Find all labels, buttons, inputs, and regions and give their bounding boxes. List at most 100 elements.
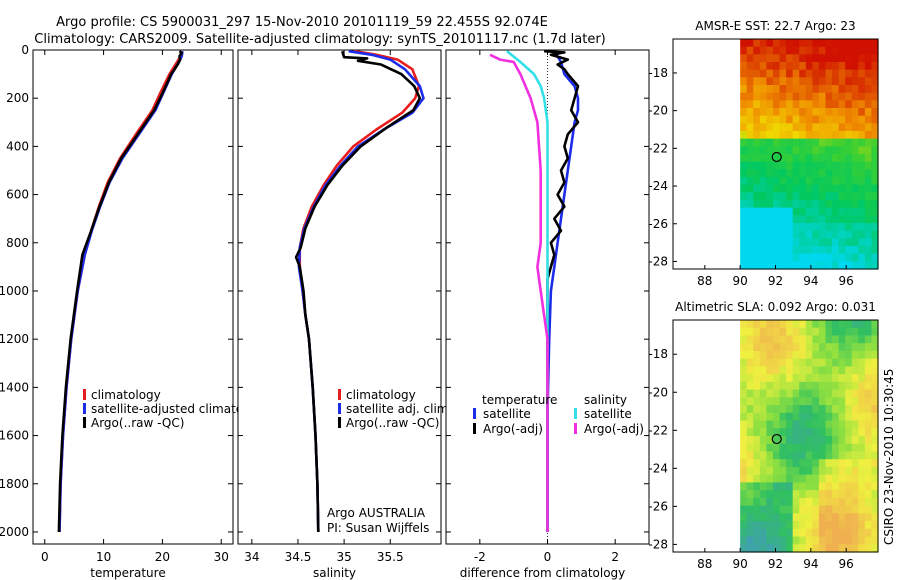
sla-map-ytick-label: -24 bbox=[648, 461, 668, 475]
heat-cell bbox=[779, 230, 787, 239]
heat-cell bbox=[746, 69, 754, 78]
heat-cell bbox=[864, 261, 873, 270]
heat-cell bbox=[851, 366, 859, 375]
heat-cell bbox=[759, 238, 768, 247]
series-temperature-argo-adj- bbox=[544, 50, 580, 532]
heat-cell bbox=[832, 100, 840, 109]
heat-cell bbox=[825, 528, 833, 538]
heat-cell bbox=[812, 536, 820, 545]
heat-cell bbox=[740, 505, 748, 514]
heat-cell bbox=[772, 335, 781, 344]
heat-cell bbox=[818, 100, 827, 109]
heat-cell bbox=[772, 366, 781, 375]
heat-cell bbox=[779, 100, 787, 109]
heat-cell bbox=[799, 177, 807, 186]
heat-cell bbox=[838, 436, 846, 445]
heat-cell bbox=[766, 161, 774, 170]
heat-cell bbox=[812, 169, 820, 178]
heat-cell bbox=[832, 528, 840, 538]
heat-cell bbox=[786, 154, 794, 163]
heat-cell bbox=[851, 451, 859, 460]
heat-cell bbox=[864, 123, 873, 132]
heat-cell bbox=[799, 320, 807, 329]
sla-map-ytick-label: -20 bbox=[648, 385, 668, 399]
heat-cell bbox=[871, 238, 879, 247]
heat-cell bbox=[805, 85, 813, 94]
heat-cell bbox=[851, 62, 859, 71]
heat-cell bbox=[871, 108, 879, 117]
heat-cell bbox=[825, 161, 833, 170]
heat-cell bbox=[871, 46, 879, 55]
heat-cell bbox=[753, 261, 761, 270]
heat-cell bbox=[825, 253, 833, 262]
series-argo-raw-qc- bbox=[57, 50, 184, 533]
heat-cell bbox=[818, 253, 827, 262]
heat-cell bbox=[759, 350, 768, 360]
legend-label: climatology bbox=[346, 388, 416, 402]
heat-cell bbox=[851, 131, 859, 140]
heat-cell bbox=[746, 482, 754, 491]
heat-cell bbox=[746, 521, 754, 530]
heat-cell bbox=[792, 451, 800, 460]
heat-cell bbox=[825, 443, 833, 453]
heat-cell bbox=[832, 374, 840, 383]
heat-cell bbox=[858, 92, 866, 101]
sla-map-ytick-label: -18 bbox=[648, 347, 668, 361]
heat-cell bbox=[838, 92, 846, 101]
heat-cell bbox=[740, 474, 748, 483]
heat-cell bbox=[740, 92, 748, 101]
heat-cell bbox=[871, 389, 879, 398]
heat-cell bbox=[805, 335, 813, 344]
heat-cell bbox=[832, 544, 840, 553]
heat-cell bbox=[818, 528, 827, 538]
heat-cell bbox=[864, 138, 873, 147]
heat-cell bbox=[740, 466, 748, 476]
heat-cell bbox=[864, 436, 873, 445]
heat-cell bbox=[772, 389, 781, 398]
heat-cell bbox=[753, 161, 761, 170]
heat-cell bbox=[746, 320, 754, 329]
heat-cell bbox=[825, 177, 833, 186]
heat-cell bbox=[858, 428, 866, 437]
heat-cell bbox=[740, 343, 748, 352]
difference-series-group bbox=[489, 50, 580, 532]
heat-cell bbox=[786, 397, 794, 406]
heat-cell bbox=[759, 459, 768, 468]
heat-cell bbox=[845, 154, 853, 163]
heat-cell bbox=[838, 521, 846, 530]
depth-tick-label: 0 bbox=[21, 43, 29, 57]
heat-cell bbox=[832, 54, 840, 63]
heat-cell bbox=[845, 436, 853, 445]
heat-cell bbox=[805, 459, 813, 468]
heat-cell bbox=[832, 177, 840, 186]
heat-cell bbox=[832, 405, 840, 414]
heat-cell bbox=[740, 374, 748, 383]
heat-cell bbox=[818, 459, 827, 468]
heat-cell bbox=[845, 412, 853, 422]
heat-cell bbox=[779, 108, 787, 117]
heat-cell bbox=[805, 131, 813, 140]
heat-cell bbox=[805, 505, 813, 514]
heat-cell bbox=[753, 505, 761, 514]
heat-cell bbox=[871, 397, 879, 406]
heat-cell bbox=[792, 412, 800, 422]
heat-cell bbox=[779, 54, 787, 63]
heat-cell bbox=[851, 420, 859, 429]
heat-cell bbox=[832, 490, 840, 499]
heat-cell bbox=[753, 146, 761, 155]
salinity-xtick-label: 34 bbox=[244, 550, 259, 564]
heat-cell bbox=[779, 146, 787, 155]
heat-cell bbox=[812, 443, 820, 453]
heat-cell bbox=[766, 77, 774, 86]
temperature-xtick-label: 10 bbox=[96, 550, 111, 564]
heat-cell bbox=[812, 69, 820, 78]
heat-cell bbox=[812, 521, 820, 530]
heat-cell bbox=[832, 108, 840, 117]
heat-cell bbox=[838, 192, 846, 201]
heat-cell bbox=[818, 230, 827, 239]
heat-cell bbox=[805, 436, 813, 445]
heat-cell bbox=[845, 490, 853, 499]
heat-cell bbox=[845, 62, 853, 71]
heat-cell bbox=[805, 261, 813, 270]
heat-cell bbox=[871, 77, 879, 86]
